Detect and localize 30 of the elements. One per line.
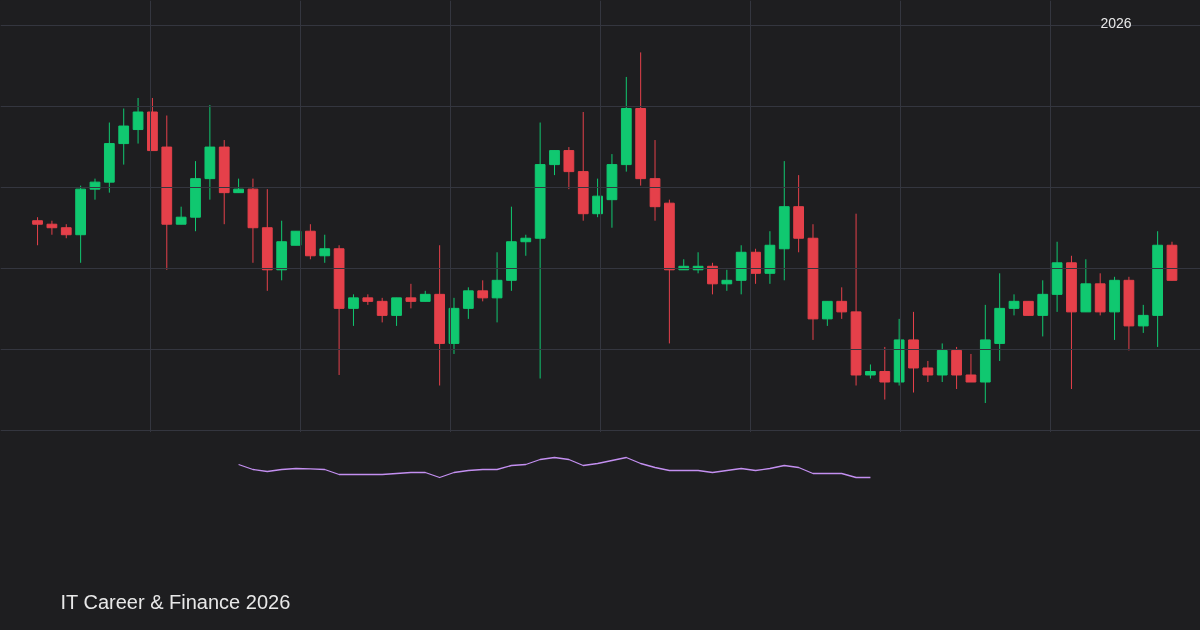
candlestick <box>391 297 402 327</box>
candlestick <box>563 146 575 190</box>
candlestick <box>879 346 891 401</box>
candlestick <box>89 178 101 201</box>
candlestick <box>32 216 43 246</box>
candlestick <box>477 279 489 302</box>
candlestick <box>1137 304 1149 334</box>
candlestick <box>520 234 532 257</box>
candlestick <box>46 220 58 236</box>
text: IT Career & Finance 2026 <box>60 590 291 613</box>
candlestick <box>549 150 560 176</box>
candlestick <box>922 360 934 383</box>
candlestick <box>491 251 503 323</box>
candlestick <box>1008 293 1020 316</box>
candlestick <box>821 300 833 327</box>
candlestick <box>405 283 417 309</box>
candlestick <box>132 97 144 145</box>
text: 2026 <box>1100 14 1132 31</box>
candlestick <box>462 286 474 320</box>
candlestick <box>175 206 187 225</box>
candlestick <box>376 297 388 323</box>
candlestick <box>965 353 977 383</box>
candlestick <box>1037 279 1049 337</box>
candlestick <box>836 286 848 320</box>
candlestick <box>118 108 130 166</box>
candlestick <box>707 262 718 295</box>
candlestick <box>319 234 331 264</box>
candlestick <box>592 178 603 218</box>
candlestick <box>348 293 359 327</box>
candlestick <box>721 269 733 292</box>
